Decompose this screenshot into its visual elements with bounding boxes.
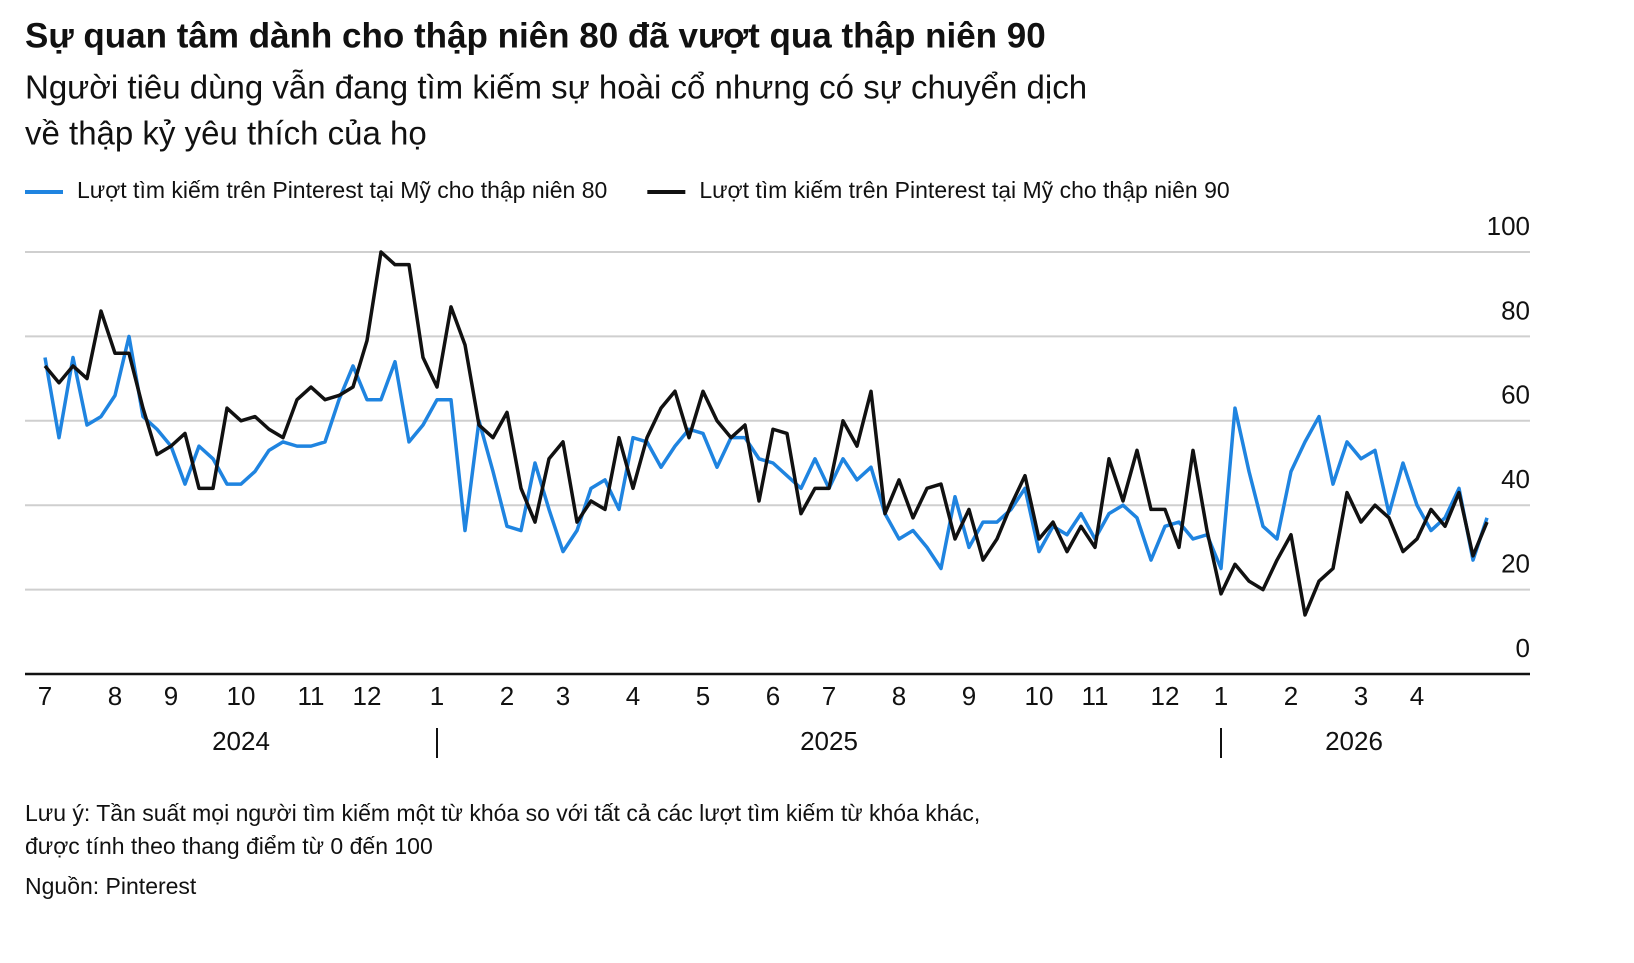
x-tick-label: 6 [766,681,780,711]
x-tick-label: 1 [430,681,444,711]
x-tick-label: 10 [227,681,256,711]
series-line [43,334,1489,571]
chart-title: Sự quan tâm dành cho thập niên 80 đã vượ… [25,16,1046,55]
x-tick-label: 8 [108,681,122,711]
x-tick-label: 10 [1025,681,1054,711]
x-tick-label: 2 [1284,681,1298,711]
chart-subtitle: về thập kỷ yêu thích của họ [25,115,427,152]
x-tick-label: 3 [556,681,570,711]
legend-label: Lượt tìm kiếm trên Pinterest tại Mỹ cho … [77,177,607,203]
x-tick-label: 11 [1082,681,1109,711]
x-tick-label: 2 [500,681,514,711]
x-tick-label: 12 [353,681,382,711]
y-tick-label: 60 [1501,380,1530,410]
x-tick-label: 4 [1410,681,1424,711]
x-tick-label: 11 [298,681,325,711]
year-label: 2025 [800,726,858,756]
x-tick-label: 7 [38,681,52,711]
year-label: 2026 [1325,726,1383,756]
year-label: 2024 [212,726,270,756]
legend-label: Lượt tìm kiếm trên Pinterest tại Mỹ cho … [699,177,1229,203]
note: Lưu ý: Tần suất mọi người tìm kiếm một t… [25,800,980,826]
x-tick-label: 8 [892,681,906,711]
x-tick-label: 4 [626,681,640,711]
x-tick-label: 3 [1354,681,1368,711]
y-tick-label: 80 [1501,295,1530,325]
y-tick-label: 40 [1501,464,1530,494]
source: Nguồn: Pinterest [25,873,197,899]
x-tick-label: 5 [696,681,710,711]
y-tick-label: 100 [1487,211,1530,241]
y-tick-label: 0 [1516,633,1530,663]
x-tick-label: 12 [1151,681,1180,711]
x-tick-label: 7 [822,681,836,711]
x-tick-label: 9 [962,681,976,711]
chart-subtitle: Người tiêu dùng vẫn đang tìm kiếm sự hoà… [25,69,1087,106]
x-tick-label: 9 [164,681,178,711]
note: được tính theo thang điểm từ 0 đến 100 [25,833,433,859]
y-tick-label: 20 [1501,548,1530,578]
series-line [43,250,1489,617]
x-tick-label: 1 [1214,681,1228,711]
